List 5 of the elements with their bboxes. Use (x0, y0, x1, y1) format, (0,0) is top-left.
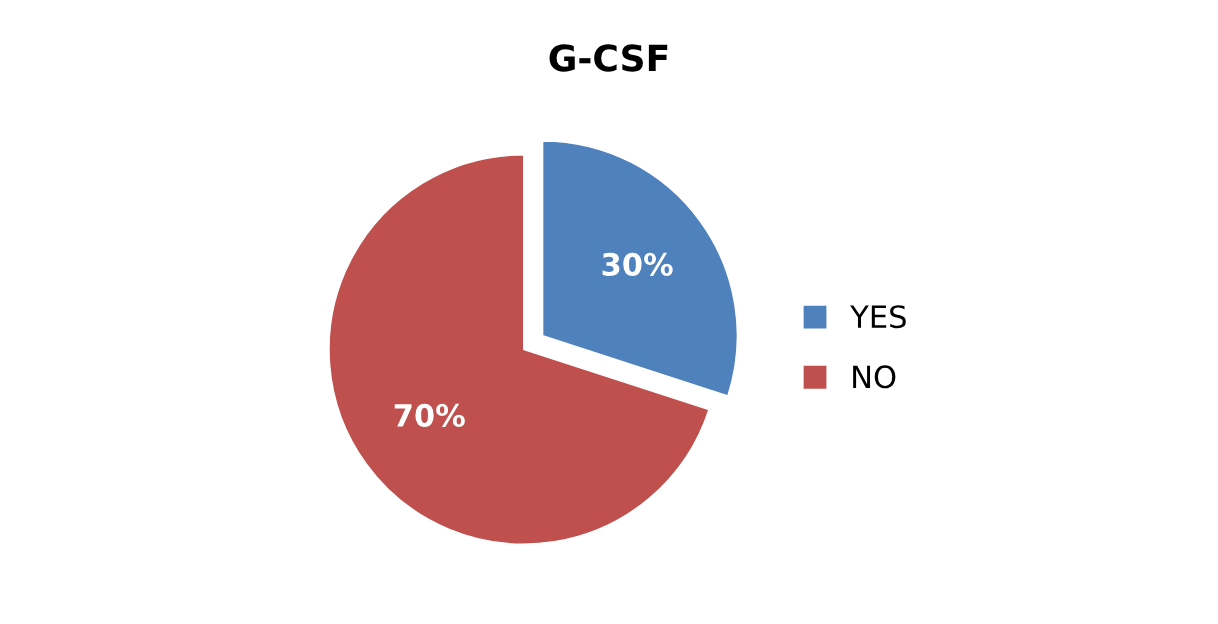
chart-title: G-CSF (549, 44, 668, 72)
legend-label: YES (850, 305, 906, 329)
data-label: 70% (394, 403, 465, 427)
data-label: 30% (602, 252, 673, 276)
legend-label: NO (853, 365, 896, 389)
